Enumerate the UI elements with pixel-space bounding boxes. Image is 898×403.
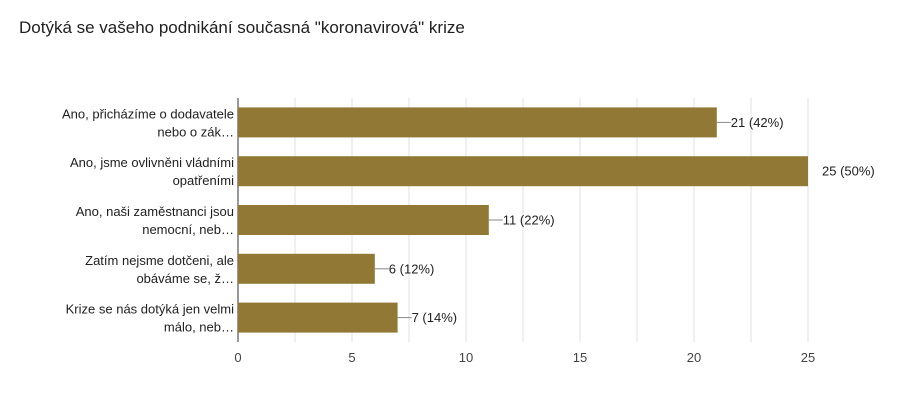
x-tick-label: 10 xyxy=(459,350,473,365)
bar xyxy=(238,156,808,187)
data-label: 7 (14%) xyxy=(412,310,458,325)
category-label: Zatím nejsme dotčeni, ale xyxy=(85,253,234,268)
category-label: Ano, jsme ovlivněni vládními xyxy=(70,155,234,170)
bar xyxy=(238,302,398,333)
x-tick-label: 0 xyxy=(234,350,241,365)
bar xyxy=(238,253,375,284)
x-tick-label: 25 xyxy=(801,350,815,365)
data-label: 11 (22%) xyxy=(503,213,555,228)
category-label: Ano, přicházíme o dodavatele xyxy=(62,106,234,121)
category-label: nemocní, neb… xyxy=(142,222,234,237)
category-label: Krize se nás dotýká jen velmi xyxy=(66,302,234,317)
data-labels: 21 (42%) 25 (50%) 11 (22%) 6 (12%) 7 (14%) xyxy=(374,115,875,325)
data-label: 25 (50%) xyxy=(822,164,875,179)
x-tick-labels: 0 5 10 15 20 25 xyxy=(234,350,815,365)
category-label: málo, neb… xyxy=(164,320,234,335)
bar xyxy=(238,205,489,235)
category-label: nebo o zák… xyxy=(157,124,234,139)
data-label: 21 (42%) xyxy=(731,115,784,130)
category-label: Ano, naši zaměstnanci jsou xyxy=(76,204,234,219)
x-tick-label: 20 xyxy=(687,350,701,365)
category-label: obáváme se, ž… xyxy=(136,271,234,286)
category-labels: Ano, přicházíme o dodavatele nebo o zák… A… xyxy=(62,106,234,334)
data-label: 6 (12%) xyxy=(389,261,435,276)
bars xyxy=(238,107,808,333)
x-tick-label: 5 xyxy=(348,350,355,365)
bar xyxy=(238,107,717,138)
chart-title: Dotýká se vašeho podnikání současná "kor… xyxy=(19,18,465,37)
grid-lines xyxy=(237,98,809,342)
category-label: opatřeními xyxy=(173,173,235,188)
x-tick-label: 15 xyxy=(573,350,587,365)
